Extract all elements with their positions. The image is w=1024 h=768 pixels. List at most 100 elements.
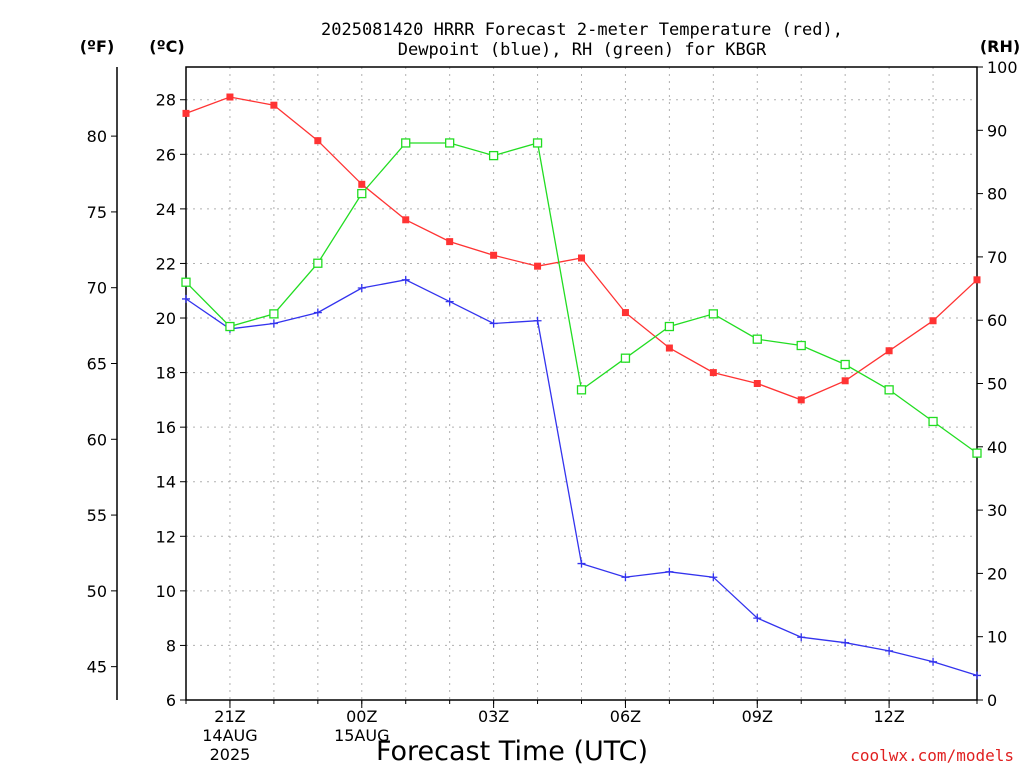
rh-point: [752, 334, 762, 344]
rh-tick-label: 60: [987, 311, 1007, 330]
dewpoint-point: [182, 294, 190, 303]
temperature-point: [885, 347, 893, 355]
celsius-tick-label: 22: [156, 254, 176, 273]
rh-point: [225, 321, 235, 332]
dewpoint-point: [621, 573, 630, 582]
fahrenheit-tick-label: 70: [87, 279, 107, 298]
dewpoint-point: [533, 316, 542, 325]
rh-point: [488, 150, 499, 161]
temperature-point: [797, 396, 805, 404]
rh-tick-label: 30: [987, 501, 1007, 520]
dewpoint-point: [313, 308, 322, 317]
rh-point: [796, 340, 806, 351]
temperature-point: [446, 238, 454, 246]
dewpoint-point: [885, 646, 894, 655]
rh-point: [181, 277, 191, 287]
temperature-point: [402, 216, 410, 224]
rh-tick-label: 70: [987, 248, 1007, 267]
axes: 6 8 10 12 14 16 18 20 22 24 26 28 45 50 55 60 65 70 75 80 0 1…: [87, 58, 1018, 764]
celsius-unit-label: (ºC): [149, 37, 184, 56]
celsius-tick-label: 28: [156, 91, 176, 110]
rh-point: [357, 188, 367, 199]
x-tick-label: 09Z: [742, 707, 773, 726]
rh-point: [928, 416, 938, 427]
temperature-point: [973, 276, 981, 284]
dewpoint-point: [929, 657, 938, 666]
temperature-point: [534, 262, 542, 270]
fahrenheit-tick-label: 65: [87, 354, 107, 373]
x-tick-label: 15AUG: [334, 726, 389, 745]
rh-point: [620, 353, 631, 363]
celsius-tick-label: 12: [156, 527, 176, 546]
dewpoint-point: [577, 559, 586, 568]
fahrenheit-tick-label: 80: [87, 127, 107, 146]
rh-tick-label: 50: [987, 375, 1007, 394]
x-axis-label: Forecast Time (UTC): [376, 736, 648, 767]
celsius-tick-label: 20: [156, 309, 176, 328]
rh-tick-label: 100: [987, 58, 1018, 77]
dewpoint-point: [753, 614, 762, 623]
x-tick-label: 12Z: [873, 707, 904, 726]
celsius-tick-label: 16: [156, 418, 176, 437]
rh-tick-label: 90: [987, 121, 1007, 140]
rh-point: [708, 309, 718, 319]
temperature-point: [578, 254, 585, 262]
chart-title-line2: Dewpoint (blue), RH (green) for KBGR: [398, 40, 767, 60]
celsius-tick-label: 18: [156, 364, 176, 383]
dewpoint-point: [401, 275, 410, 284]
fahrenheit-tick-label: 55: [87, 506, 107, 525]
dewpoint-point: [357, 284, 366, 293]
rh-point: [972, 448, 982, 458]
temperature-point: [753, 380, 761, 387]
fahrenheit-tick-label: 45: [87, 658, 107, 677]
rh-point: [313, 258, 323, 268]
celsius-tick-label: 10: [156, 582, 176, 601]
x-tick-label: 14AUG: [202, 726, 257, 745]
rh-unit-label: (RH): [980, 37, 1020, 56]
temperature-point: [490, 251, 498, 259]
dewpoint-line: [185, 279, 978, 677]
rh-tick-label: 80: [987, 185, 1007, 204]
celsius-tick-label: 8: [166, 636, 176, 655]
grid-lines: [185, 67, 978, 701]
rh-tick-label: 10: [987, 628, 1007, 647]
celsius-tick-label: 24: [156, 200, 176, 219]
rh-point: [532, 138, 543, 148]
rh-point: [401, 138, 411, 148]
dewpoint-point: [445, 297, 454, 306]
temperature-point: [621, 309, 629, 317]
x-tick-label: 2025: [210, 745, 251, 764]
rh-point: [884, 385, 894, 395]
rh-point: [664, 321, 675, 332]
dewpoint-point: [489, 319, 498, 328]
celsius-tick-label: 26: [156, 145, 176, 164]
credit-text: coolwx.com/models: [850, 746, 1014, 765]
x-tick-label: 00Z: [346, 707, 377, 726]
fahrenheit-tick-label: 75: [87, 203, 107, 222]
x-tick-label: 06Z: [610, 707, 641, 726]
temperature-point: [841, 377, 849, 385]
x-tick-label: 21Z: [214, 707, 245, 726]
celsius-tick-label: 14: [156, 473, 176, 492]
dewpoint-point: [665, 567, 674, 576]
rh-point: [269, 309, 279, 319]
x-tick-label: 03Z: [478, 707, 509, 726]
dewpoint-point: [841, 638, 850, 647]
rh-point: [445, 138, 455, 148]
celsius-tick-label: 6: [166, 691, 176, 710]
fahrenheit-tick-label: 50: [87, 582, 107, 601]
rh-point: [840, 359, 850, 370]
temperature-point: [270, 101, 278, 109]
chart-title-line1: 2025081420 HRRR Forecast 2-meter Tempera…: [321, 20, 843, 40]
temperature-point: [314, 137, 322, 145]
temperature-point: [358, 180, 366, 188]
temperature-point: [929, 317, 937, 325]
dewpoint-point: [709, 573, 718, 582]
temperature-point: [226, 93, 234, 101]
fahrenheit-unit-label: (ºF): [80, 37, 115, 56]
dewpoint-point: [269, 319, 278, 328]
dewpoint-point: [973, 671, 981, 680]
temperature-point: [665, 344, 673, 352]
temperature-point: [709, 369, 717, 377]
